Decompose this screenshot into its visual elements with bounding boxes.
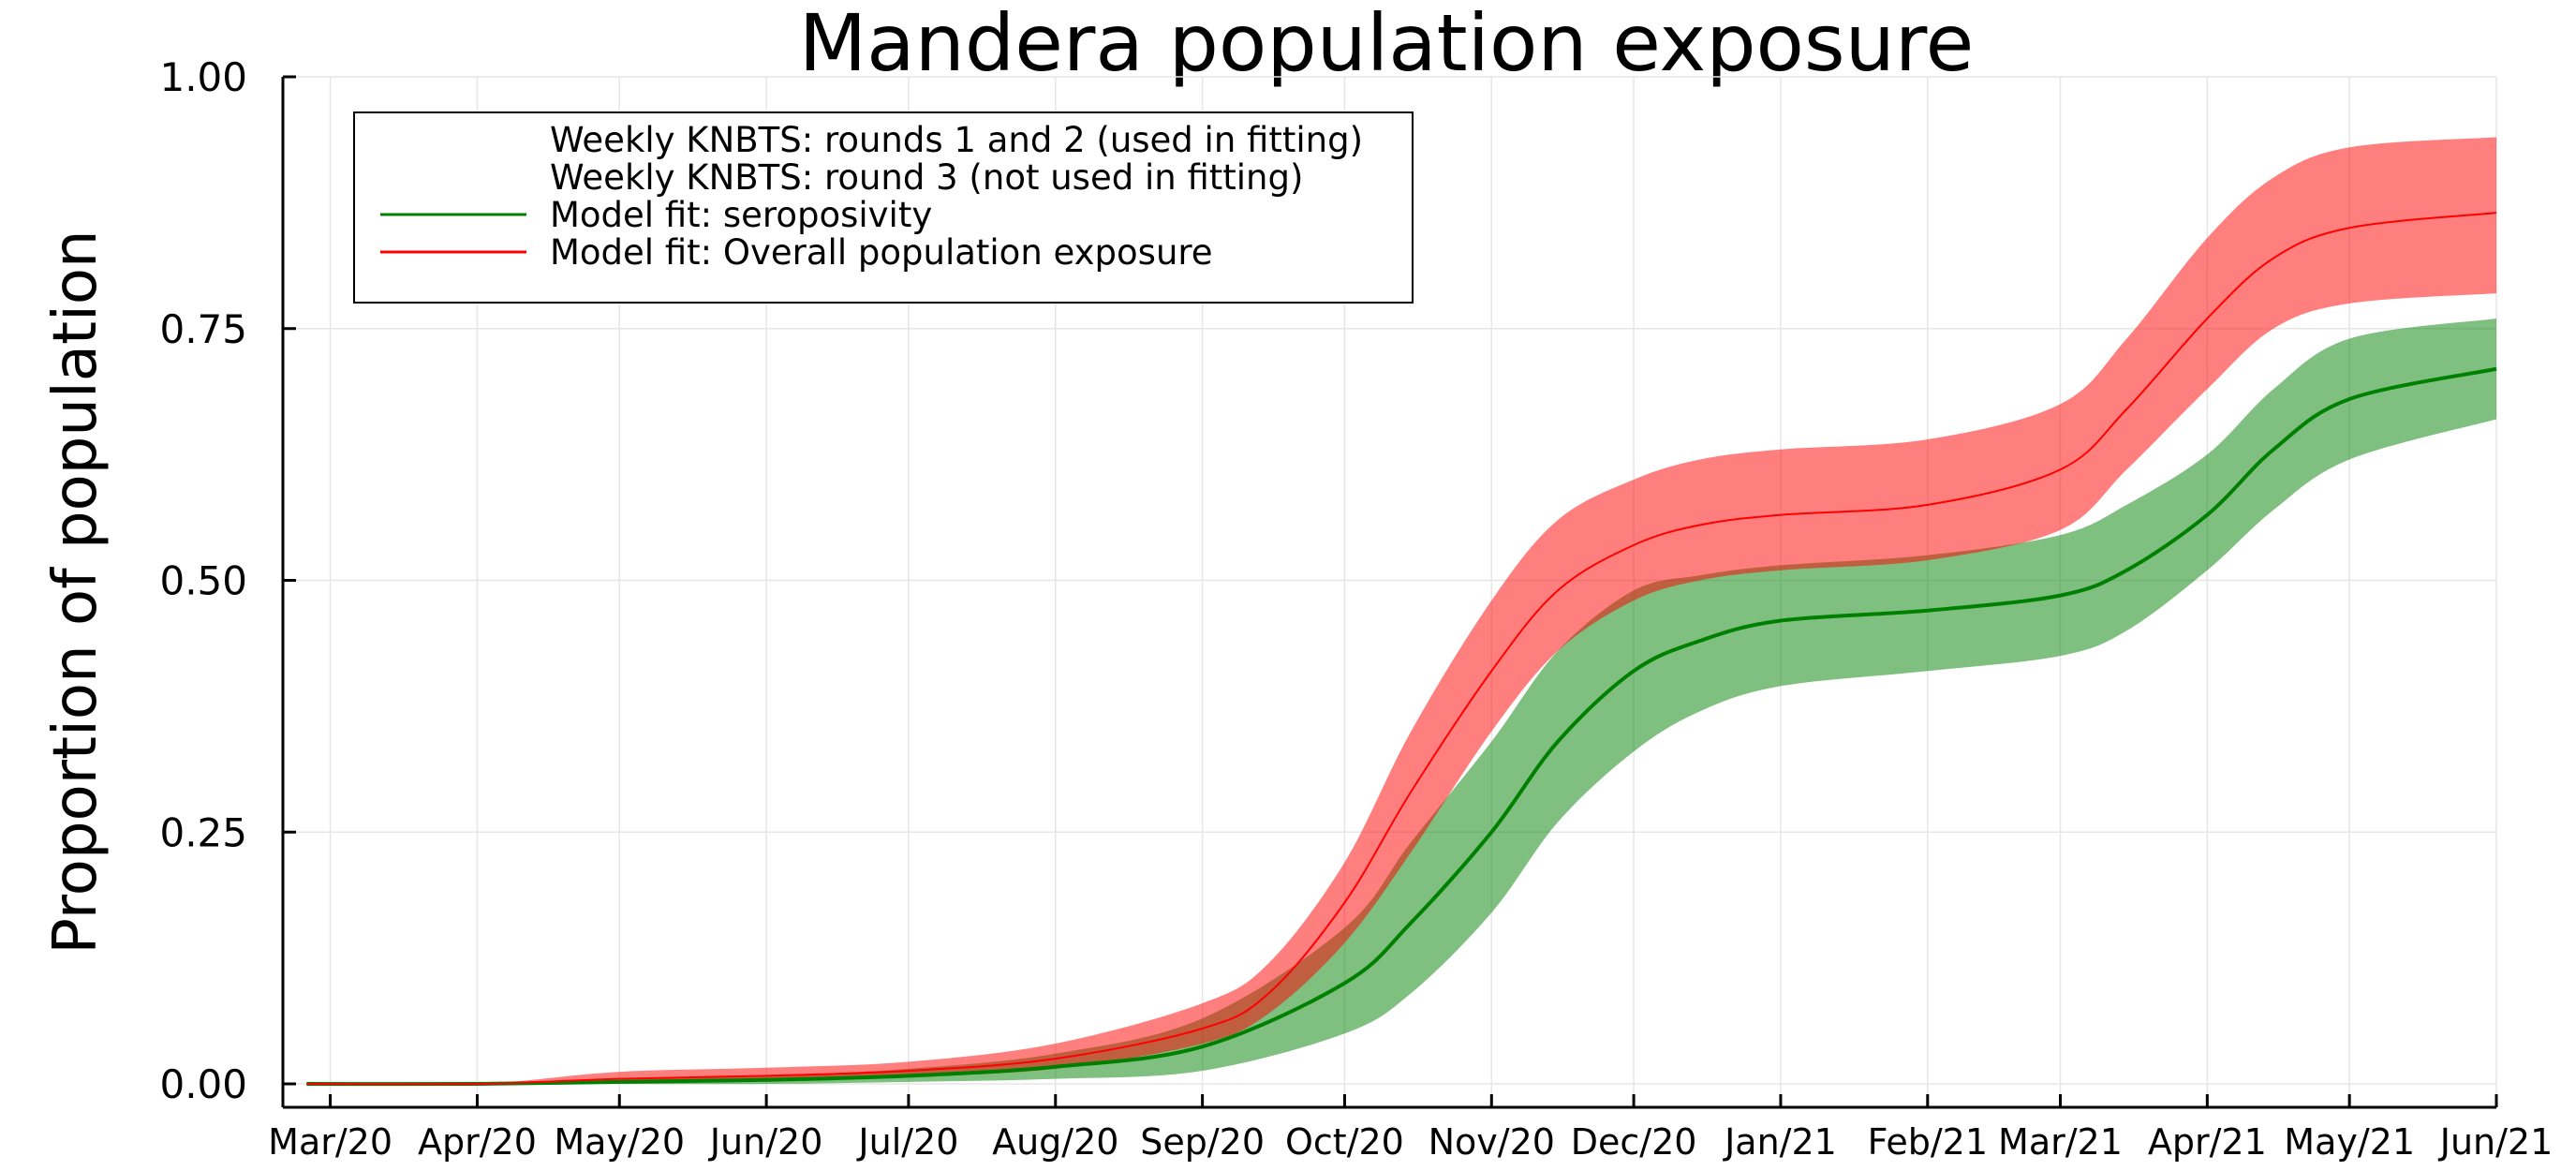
axes [281, 77, 2496, 1109]
y-tick-label: 0.00 [159, 1061, 247, 1107]
line-exposure [306, 212, 2497, 1086]
y-tick-label: 0.25 [159, 809, 247, 855]
legend-entry: Weekly KNBTS: round 3 (not used in fitti… [550, 157, 1303, 198]
x-ticks: Mar/20 Apr/20 May/20 Jun/20 Jul/20 Aug/20 Sep/… [268, 1094, 2553, 1163]
legend-box [353, 111, 1414, 304]
x-tick-label: Apr/20 [418, 1121, 537, 1163]
x-tick-label: Mar/21 [1998, 1121, 2123, 1163]
legend: Weekly KNBTS: rounds 1 and 2 (used in fi… [353, 111, 1414, 304]
band-seropositivity [306, 319, 2496, 1085]
y-tick-label: 0.50 [159, 558, 247, 604]
x-tick-label: Nov/20 [1429, 1121, 1555, 1163]
legend-entry: Model fit: Overall population exposure [550, 232, 1213, 273]
chart-title: Mandera population exposure [799, 0, 1975, 89]
y-ticks: 0.00 0.25 0.50 0.75 1.00 [159, 54, 296, 1107]
x-tick-label: Oct/20 [1285, 1121, 1404, 1163]
x-tick-label: Jan/21 [1723, 1121, 1837, 1163]
line-seropositivity [306, 366, 2497, 1087]
x-tick-label: May/20 [554, 1121, 685, 1163]
x-tick-label: Jul/20 [856, 1121, 958, 1163]
model-lines [306, 212, 2497, 1087]
x-tick-label: Jun/20 [708, 1121, 823, 1163]
x-tick-label: May/21 [2284, 1121, 2415, 1163]
x-tick-label: Mar/20 [268, 1121, 392, 1163]
y-tick-label: 0.75 [159, 306, 247, 352]
x-tick-label: Aug/20 [992, 1121, 1118, 1163]
x-tick-label: Dec/20 [1571, 1121, 1697, 1163]
y-tick-label: 1.00 [159, 54, 247, 100]
x-tick-label: Apr/21 [2148, 1121, 2267, 1163]
x-tick-label: Jun/21 [2438, 1121, 2554, 1163]
x-tick-label: Sep/20 [1140, 1121, 1265, 1163]
legend-entry: Model fit: seroposivity [550, 195, 932, 235]
band-exposure [306, 137, 2496, 1085]
y-axis-label: Proportion of population [41, 230, 111, 954]
legend-entry: Weekly KNBTS: rounds 1 and 2 (used in fi… [550, 120, 1363, 160]
x-tick-label: Feb/21 [1868, 1121, 1988, 1163]
